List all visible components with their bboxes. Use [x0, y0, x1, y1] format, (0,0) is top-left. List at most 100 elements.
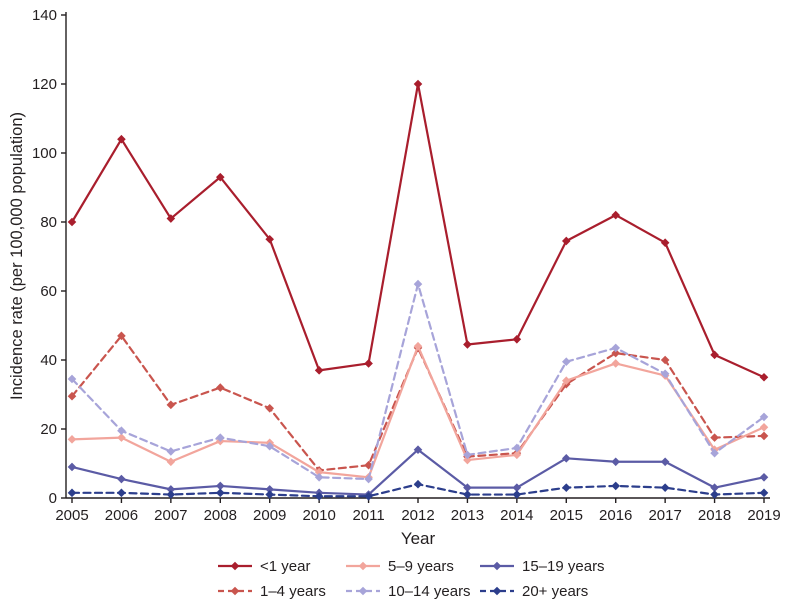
legend-marker — [230, 561, 240, 571]
data-point-marker — [413, 79, 423, 89]
y-tick-label: 20 — [40, 421, 57, 438]
data-point-marker — [166, 214, 176, 223]
data-point-marker — [215, 172, 225, 182]
data-point-marker — [265, 485, 275, 494]
data-point-marker — [710, 433, 719, 442]
series-line-0 — [70, 82, 766, 379]
data-point-marker — [265, 490, 275, 499]
data-point-marker — [67, 462, 77, 472]
data-point-marker — [759, 412, 769, 422]
data-point-marker — [117, 433, 126, 442]
legend-item: 1–4 years — [218, 583, 326, 600]
legend-label: 1–4 years — [260, 583, 326, 600]
data-point-marker — [512, 490, 522, 499]
data-point-marker — [660, 355, 670, 365]
x-tick-label: 2011 — [352, 507, 384, 524]
chart-legend: <1 year 1–4 years 5–9 years 10–14 years 15–1… — [218, 558, 605, 600]
data-point-marker — [611, 359, 621, 368]
data-point-marker — [611, 481, 621, 491]
legend-item: 20+ years — [480, 583, 588, 600]
x-tick-label: 2017 — [648, 507, 681, 524]
x-tick-label: 2006 — [105, 507, 138, 524]
x-tick-label: 2007 — [154, 507, 187, 524]
plot-area: 0 20 40 60 80 100 120 140 2005 2006 2007 2008 2009 20… — [32, 7, 781, 524]
data-point-marker — [463, 340, 472, 349]
data-point-marker — [413, 341, 423, 351]
legend-item: 5–9 years — [346, 558, 454, 575]
series-line-2 — [70, 345, 766, 479]
legend-marker — [492, 561, 502, 571]
data-point-marker — [561, 376, 571, 385]
data-point-marker — [710, 350, 719, 360]
data-point-marker — [215, 481, 225, 491]
data-point-marker — [759, 422, 769, 432]
y-tick-label: 60 — [40, 283, 57, 300]
data-point-marker — [463, 490, 472, 499]
data-point-marker — [67, 217, 77, 227]
legend-label: 15–19 years — [522, 558, 605, 575]
legend-marker — [230, 586, 240, 596]
x-tick-label: 2013 — [451, 507, 484, 524]
data-point-marker — [463, 450, 472, 460]
data-point-marker — [413, 445, 423, 454]
data-point-marker — [710, 483, 719, 492]
y-tick-label: 40 — [40, 352, 57, 369]
data-point-marker — [512, 483, 522, 492]
data-point-marker — [215, 433, 225, 442]
data-point-marker — [166, 490, 176, 499]
legend-item: 15–19 years — [480, 558, 605, 575]
data-point-marker — [215, 488, 225, 498]
data-point-marker — [314, 366, 324, 375]
data-point-marker — [166, 447, 176, 456]
data-point-marker — [759, 488, 769, 498]
legend-marker — [358, 586, 368, 596]
x-tick-label: 2005 — [55, 507, 88, 524]
data-point-marker — [117, 474, 126, 484]
data-point-marker — [67, 374, 77, 384]
data-point-marker — [710, 448, 719, 458]
x-tick-label: 2012 — [401, 507, 434, 524]
data-point-marker — [463, 455, 472, 465]
data-point-marker — [660, 238, 670, 247]
data-point-marker — [314, 467, 324, 477]
x-tick-label: 2009 — [253, 507, 286, 524]
legend-marker — [358, 561, 368, 571]
data-point-marker — [463, 483, 472, 492]
x-tick-label: 2008 — [204, 507, 237, 524]
data-point-marker — [67, 488, 77, 498]
data-point-marker — [117, 488, 126, 498]
data-point-marker — [364, 359, 373, 368]
data-point-marker — [561, 236, 571, 246]
y-axis-title: Incidence rate (per 100,000 population) — [8, 112, 26, 400]
legend-label: <1 year — [260, 558, 310, 575]
data-point-marker — [413, 279, 423, 289]
y-tick-label: 100 — [32, 145, 57, 162]
data-point-marker — [611, 457, 621, 467]
data-point-marker — [413, 479, 423, 489]
data-point-marker — [660, 483, 670, 492]
data-point-marker — [660, 457, 670, 467]
legend-label: 10–14 years — [388, 583, 471, 600]
data-point-marker — [512, 443, 522, 453]
data-point-marker — [611, 210, 621, 220]
legend-item: <1 year — [218, 558, 310, 575]
data-point-marker — [215, 383, 225, 392]
data-point-marker — [117, 426, 126, 436]
data-point-marker — [561, 454, 571, 463]
legend-marker — [492, 586, 502, 596]
y-tick-label: 120 — [32, 76, 57, 93]
data-point-marker — [364, 474, 373, 484]
data-point-marker — [512, 450, 522, 460]
x-tick-label: 2010 — [302, 507, 335, 524]
data-point-marker — [512, 335, 522, 344]
x-axis-title: Year — [401, 529, 436, 548]
data-point-marker — [759, 431, 769, 441]
data-point-marker — [759, 372, 769, 382]
data-point-marker — [67, 391, 77, 401]
data-point-marker — [117, 331, 126, 341]
x-tick-label: 2018 — [698, 507, 731, 524]
legend-label: 20+ years — [522, 583, 588, 600]
data-point-marker — [364, 491, 373, 501]
y-tick-label: 0 — [49, 490, 57, 507]
x-tick-label: 2016 — [599, 507, 632, 524]
